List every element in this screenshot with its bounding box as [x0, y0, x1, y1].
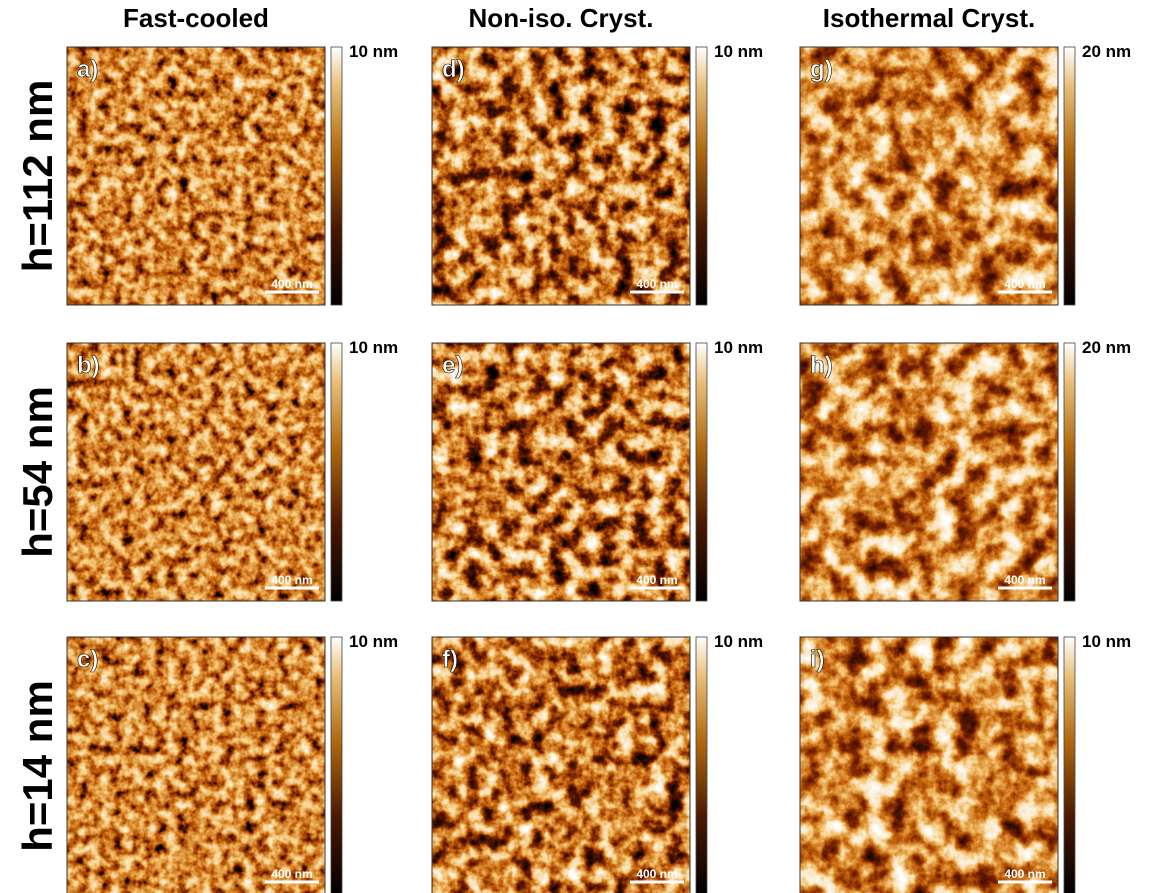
- colorbar-max-label: 10 nm: [714, 42, 763, 61]
- panel-label: a): [77, 56, 98, 83]
- row-label: h=14 nm: [14, 680, 61, 852]
- colorbar-max-label: 10 nm: [349, 632, 398, 651]
- panel-label: c): [77, 646, 98, 673]
- panel-label: i): [810, 646, 825, 673]
- afm-image: [800, 637, 1058, 893]
- column-title: Isothermal Cryst.: [823, 3, 1035, 33]
- figure: Fast-cooled Non-iso. Cryst. Isothermal Cry…: [0, 0, 1160, 893]
- scale-bar-label: 400 nm: [1004, 277, 1045, 291]
- afm-image: [432, 343, 690, 601]
- colorbar: [1064, 637, 1075, 893]
- scale-bar-label: 400 nm: [271, 573, 312, 587]
- colorbar-max-label: 10 nm: [1082, 632, 1131, 651]
- afm-image: [67, 343, 325, 601]
- colorbar-max-label: 10 nm: [714, 338, 763, 357]
- column-title: Non-iso. Cryst.: [469, 3, 654, 33]
- colorbar: [1064, 47, 1075, 305]
- panel-label: b): [77, 352, 100, 379]
- colorbar: [696, 47, 707, 305]
- colorbar: [331, 47, 342, 305]
- scale-bar-label: 400 nm: [636, 277, 677, 291]
- colorbar-max-label: 20 nm: [1082, 338, 1131, 357]
- panel-label: g): [810, 56, 833, 83]
- panel-label: e): [442, 352, 463, 379]
- afm-image: [800, 47, 1058, 305]
- afm-image: [67, 637, 325, 893]
- row-label: h=112 nm: [14, 80, 61, 273]
- row-label: h=54 nm: [14, 386, 61, 558]
- colorbar-max-label: 10 nm: [349, 42, 398, 61]
- scale-bar-label: 400 nm: [271, 277, 312, 291]
- scale-bar-label: 400 nm: [1004, 573, 1045, 587]
- colorbar: [696, 343, 707, 601]
- column-title: Fast-cooled: [123, 3, 269, 33]
- scale-bar-label: 400 nm: [636, 573, 677, 587]
- panel-label: d): [442, 56, 465, 83]
- afm-image: [67, 47, 325, 305]
- colorbar-max-label: 20 nm: [1082, 42, 1131, 61]
- colorbar: [1064, 343, 1075, 601]
- colorbar: [331, 343, 342, 601]
- afm-image: [432, 637, 690, 893]
- colorbar: [696, 637, 707, 893]
- scale-bar-label: 400 nm: [1004, 867, 1045, 881]
- afm-image: [800, 343, 1058, 601]
- afm-image: [432, 47, 690, 305]
- scale-bar-label: 400 nm: [271, 867, 312, 881]
- colorbar-max-label: 10 nm: [714, 632, 763, 651]
- colorbar: [331, 637, 342, 893]
- colorbar-max-label: 10 nm: [349, 338, 398, 357]
- scale-bar-label: 400 nm: [636, 867, 677, 881]
- panel-label: f): [442, 646, 458, 673]
- panel-label: h): [810, 352, 833, 379]
